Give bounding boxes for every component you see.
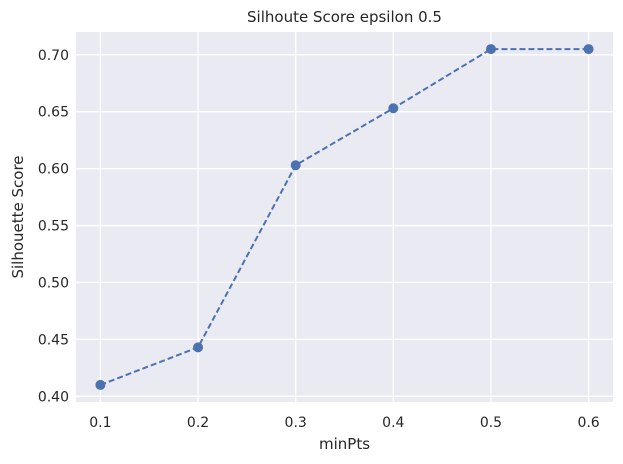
y-tick-label: 0.40 [38,389,69,405]
grid [76,32,613,402]
x-tick-label: 0.3 [285,415,307,431]
data-point [193,342,204,353]
data-point [388,103,399,114]
y-tick-label: 0.70 [38,48,69,64]
plot-background [76,32,613,402]
x-axis-ticks: 0.1 0.2 0.3 0.4 0.5 0.6 [89,415,600,431]
x-tick-label: 0.4 [382,415,404,431]
data-point [290,160,301,171]
x-tick-label: 0.5 [480,415,502,431]
y-axis-ticks: 0.40 0.45 0.50 0.55 0.60 0.65 0.70 [38,48,69,406]
chart-title: Silhoute Score epsilon 0.5 [247,8,442,26]
series-points [95,44,594,390]
series-line [100,48,589,386]
y-axis-label: Silhouette Score [9,155,27,278]
y-tick-label: 0.50 [38,275,69,291]
x-axis-label: minPts [319,435,370,453]
data-point [485,44,496,55]
data-point [95,379,106,390]
y-tick-label: 0.60 [38,162,69,178]
series-line-layer [100,48,589,386]
x-tick-label: 0.6 [577,415,599,431]
y-tick-label: 0.65 [38,105,69,121]
x-tick-label: 0.1 [89,415,111,431]
x-tick-label: 0.2 [187,415,209,431]
y-tick-label: 0.45 [38,332,69,348]
data-point [583,44,594,55]
y-tick-label: 0.55 [38,219,69,235]
